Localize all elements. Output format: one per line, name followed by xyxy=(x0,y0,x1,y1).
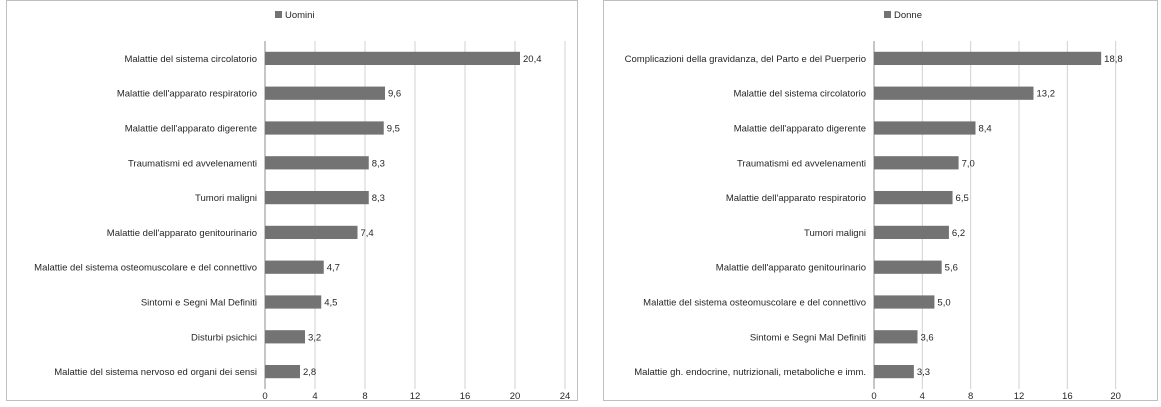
bar xyxy=(265,156,369,170)
x-tick-label: 8 xyxy=(362,391,367,400)
data-label: 8,4 xyxy=(979,124,992,135)
bar xyxy=(265,121,384,135)
category-label: Malattie dell'apparato genitourinario xyxy=(107,228,257,239)
data-label: 20,4 xyxy=(523,54,542,65)
category-label: Traumatismi ed avvelenamenti xyxy=(737,158,866,169)
category-label: Malattie dell'apparato respiratorio xyxy=(117,89,257,100)
bar xyxy=(874,225,949,240)
bar xyxy=(874,260,942,274)
chart-panel-donne: 04812162024Complicazioni della gravidanz… xyxy=(603,0,1158,401)
data-label: 9,6 xyxy=(388,89,401,100)
x-tick-label: 8 xyxy=(968,391,973,400)
category-label: Malattie dell'apparato digerente xyxy=(734,124,866,135)
x-tick-label: 0 xyxy=(262,391,267,400)
bar xyxy=(874,295,935,309)
bar xyxy=(874,51,1102,66)
bar xyxy=(265,225,358,240)
x-tick-label: 12 xyxy=(410,391,421,400)
data-label: 7,0 xyxy=(962,158,975,169)
bar xyxy=(265,364,300,379)
bar xyxy=(265,190,369,205)
bar xyxy=(265,295,322,309)
category-label: Disturbi psichici xyxy=(191,332,257,343)
category-label: Malattie del sistema nervoso ed organi d… xyxy=(54,367,257,378)
bar xyxy=(874,364,914,379)
legend-label: Uomini xyxy=(285,10,315,21)
bar xyxy=(265,330,305,344)
category-label: Sintomi e Segni Mal Definiti xyxy=(141,298,257,309)
category-label: Sintomi e Segni Mal Definiti xyxy=(750,332,866,343)
bar xyxy=(874,190,953,205)
bar xyxy=(874,330,918,344)
x-tick-label: 4 xyxy=(920,391,925,400)
data-label: 9,5 xyxy=(387,124,400,135)
data-label: 6,2 xyxy=(952,228,965,239)
category-label: Malattie del sistema osteomuscolare e de… xyxy=(643,298,866,309)
x-tick-label: 12 xyxy=(1014,391,1025,400)
x-tick-label: 20 xyxy=(1110,391,1121,400)
bar xyxy=(265,260,324,274)
category-label: Malattie del sistema circolatorio xyxy=(124,54,257,65)
category-label: Tumori maligni xyxy=(804,228,866,239)
chart-panel-uomini: 0 4 8 12 16 20 24 Malattie del sistema circolat… xyxy=(6,0,578,401)
data-label: 8,3 xyxy=(372,158,385,169)
category-label: Malattie dell'apparato respiratorio xyxy=(726,193,866,204)
bar xyxy=(874,156,959,170)
category-label: Malattie del sistema circolatorio xyxy=(733,89,866,100)
x-tick-label: 4 xyxy=(312,391,317,400)
category-label: Traumatismi ed avvelenamenti xyxy=(128,158,257,169)
category-label: Malattie dell'apparato digerente xyxy=(125,124,257,135)
bar xyxy=(874,86,1034,100)
category-label: Malattie del sistema osteomuscolare e de… xyxy=(34,263,257,274)
data-label: 4,7 xyxy=(327,263,340,274)
legend-label: Donne xyxy=(894,10,922,21)
data-label: 5,6 xyxy=(945,263,958,274)
data-label: 8,3 xyxy=(372,193,385,204)
bar xyxy=(265,51,520,66)
bar xyxy=(874,121,976,135)
category-label: Malattie gh. endocrine, nutrizionali, me… xyxy=(634,367,866,378)
x-tick-label: 16 xyxy=(1062,391,1073,400)
data-label: 13,2 xyxy=(1037,89,1056,100)
data-label: 3,2 xyxy=(308,332,321,343)
data-label: 7,4 xyxy=(361,228,374,239)
data-label: 5,0 xyxy=(937,298,950,309)
data-label: 3,3 xyxy=(917,367,930,378)
legend-swatch xyxy=(884,11,891,18)
bar xyxy=(265,86,385,100)
data-label: 4,5 xyxy=(324,298,337,309)
x-tick-label: 16 xyxy=(460,391,471,400)
data-label: 18,8 xyxy=(1104,54,1123,65)
x-tick-label: 24 xyxy=(560,391,571,400)
category-label: Tumori maligni xyxy=(195,193,257,204)
legend-swatch xyxy=(275,11,282,18)
bar-chart-donne: 04812162024Complicazioni della gravidanz… xyxy=(625,10,1123,400)
category-label: Malattie dell'apparato genitourinario xyxy=(716,263,866,274)
data-label: 3,6 xyxy=(921,332,934,343)
category-label: Complicazioni della gravidanza, del Part… xyxy=(625,54,866,65)
x-tick-label: 20 xyxy=(510,391,521,400)
data-label: 6,5 xyxy=(956,193,969,204)
x-tick-label: 0 xyxy=(871,391,876,400)
data-label: 2,8 xyxy=(303,367,316,378)
bar-chart-uomini: 0 4 8 12 16 20 24 Malattie del sistema circolat… xyxy=(34,10,571,400)
